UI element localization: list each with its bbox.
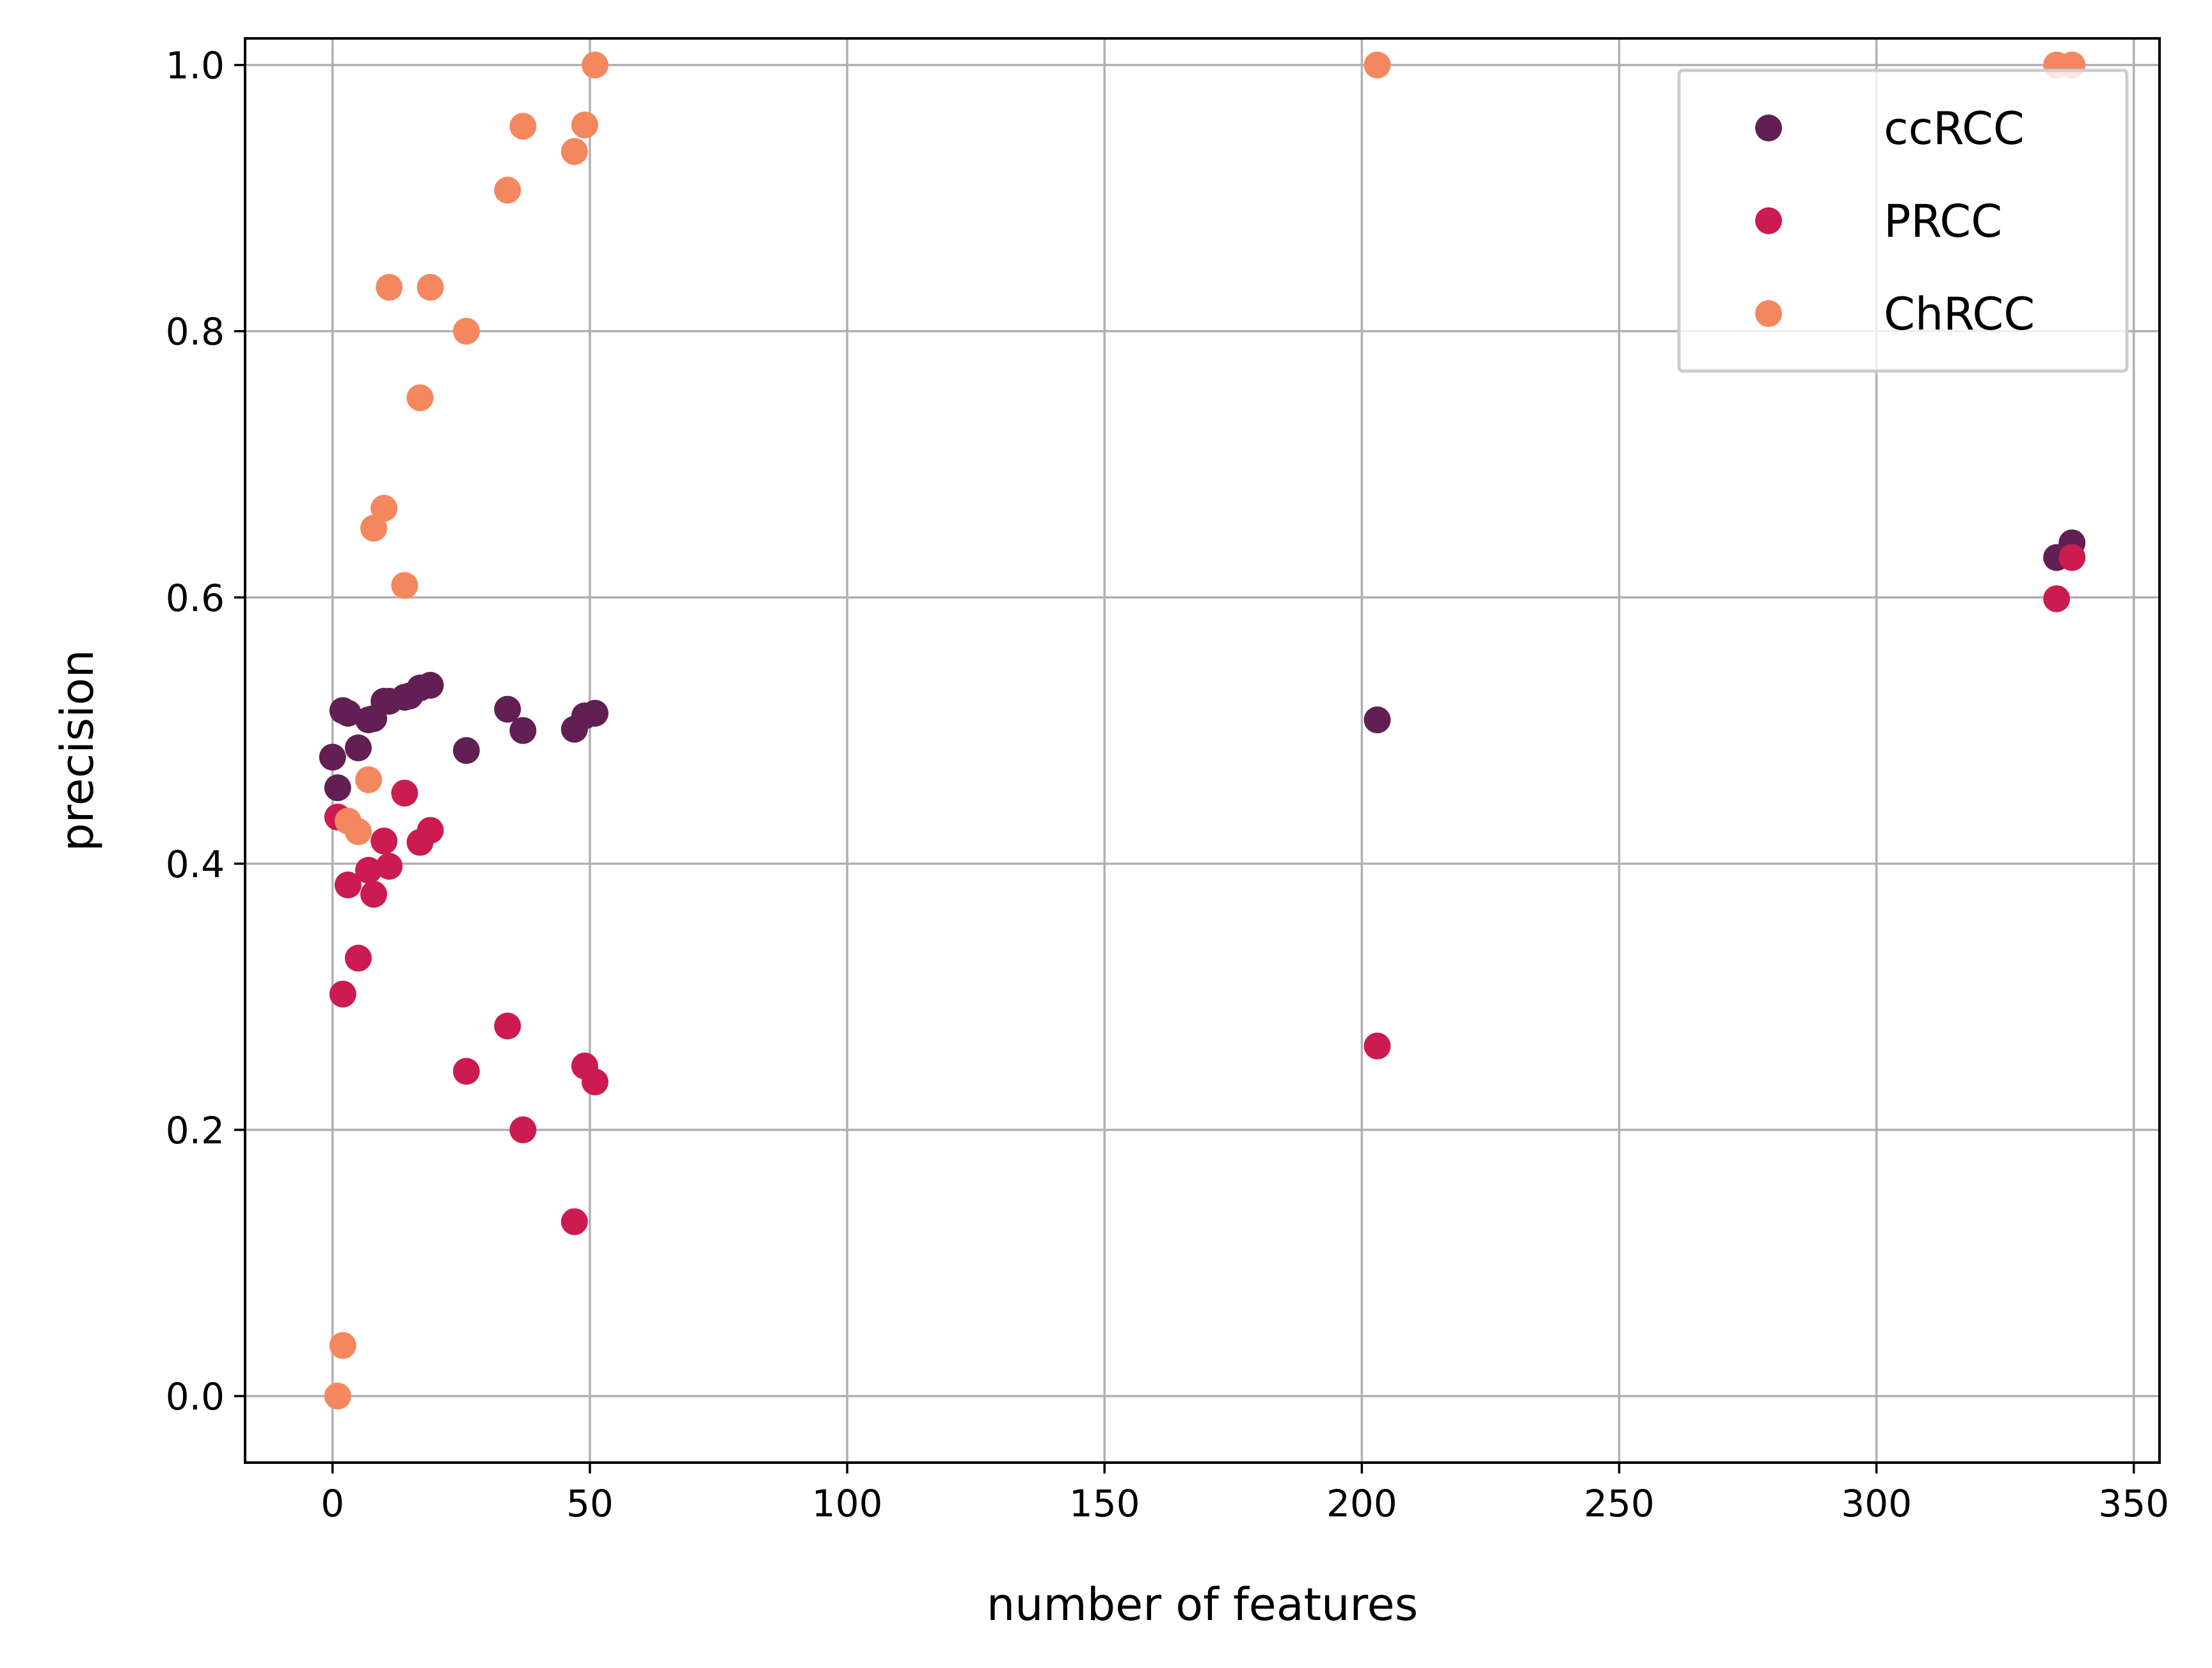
data-point (355, 857, 383, 884)
legend-entries: ccRCC PRCC ChRCC (1755, 102, 2035, 340)
legend-label: ccRCC (1884, 102, 2025, 155)
data-point (1364, 706, 1391, 734)
data-point (370, 827, 398, 855)
data-point (391, 572, 418, 600)
data-point (360, 880, 388, 908)
legend-marker (1755, 115, 1782, 141)
data-point (417, 672, 444, 699)
data-point (2058, 544, 2086, 571)
series-PRCC-points (324, 544, 2086, 1235)
data-point (581, 699, 609, 727)
x-axis-title: number of features (987, 1578, 1418, 1631)
data-points (319, 51, 2086, 1410)
data-point (370, 495, 398, 522)
data-point (452, 1058, 480, 1085)
y-tick-label: 0.6 (166, 576, 225, 620)
x-tick-label: 300 (1841, 1482, 1912, 1525)
data-point (406, 384, 434, 411)
data-point (561, 138, 588, 165)
data-point (360, 514, 388, 542)
data-point (376, 852, 403, 880)
data-point (329, 980, 356, 1008)
data-point (324, 1382, 351, 1410)
data-point (509, 113, 537, 140)
data-point (1364, 1032, 1391, 1060)
x-tick-label: 100 (812, 1482, 883, 1525)
data-point (344, 818, 372, 845)
x-tick-label: 50 (566, 1482, 614, 1525)
data-point (324, 774, 351, 802)
x-tick-label: 150 (1069, 1482, 1140, 1525)
legend-label: PRCC (1884, 195, 2002, 248)
legend-label: ChRCC (1884, 288, 2035, 340)
data-point (452, 737, 480, 764)
data-point (344, 944, 372, 972)
series-ccRCC-points (319, 529, 2086, 802)
data-point (391, 779, 418, 807)
data-point (355, 766, 383, 793)
data-point (334, 871, 362, 899)
x-tick-label: 250 (1584, 1482, 1655, 1525)
legend-marker (1755, 207, 1782, 234)
data-point (2043, 585, 2071, 612)
x-tick-label: 350 (2098, 1482, 2169, 1525)
data-point (417, 816, 444, 844)
y-tick-label: 1.0 (166, 44, 225, 88)
data-point (452, 317, 480, 345)
y-tick-label: 0.4 (166, 843, 225, 886)
data-point (494, 695, 521, 723)
data-point (1364, 51, 1391, 79)
legend-marker (1755, 300, 1782, 327)
data-point (509, 1116, 537, 1143)
y-tick-label: 0.8 (166, 310, 225, 354)
data-point (344, 734, 372, 761)
axis-ticks: 0 50 100 150 200 250 300 350 0.0 0.2 0.4 0.6 0.8 1.0 (166, 44, 2169, 1525)
data-point (329, 1331, 356, 1359)
data-point (571, 111, 598, 139)
x-tick-label: 200 (1326, 1482, 1397, 1525)
y-tick-label: 0.0 (166, 1375, 225, 1418)
plot-area-frame (244, 37, 2161, 1464)
legend-frame (1677, 68, 2129, 373)
data-point (509, 717, 537, 744)
x-tick-label: 0 (321, 1482, 344, 1525)
data-point (417, 274, 444, 301)
data-point (334, 699, 362, 727)
data-point (319, 743, 346, 771)
data-point (494, 177, 521, 204)
data-point (581, 1068, 609, 1096)
series-ChRCC-points (324, 51, 2086, 1410)
data-point (376, 274, 403, 301)
data-point (581, 51, 609, 79)
y-tick-label: 0.2 (166, 1109, 225, 1152)
data-point (561, 1208, 588, 1235)
y-axis-title: precision (51, 649, 104, 852)
legend: ccRCC PRCC ChRCC (1677, 68, 2129, 373)
data-point (494, 1012, 521, 1040)
